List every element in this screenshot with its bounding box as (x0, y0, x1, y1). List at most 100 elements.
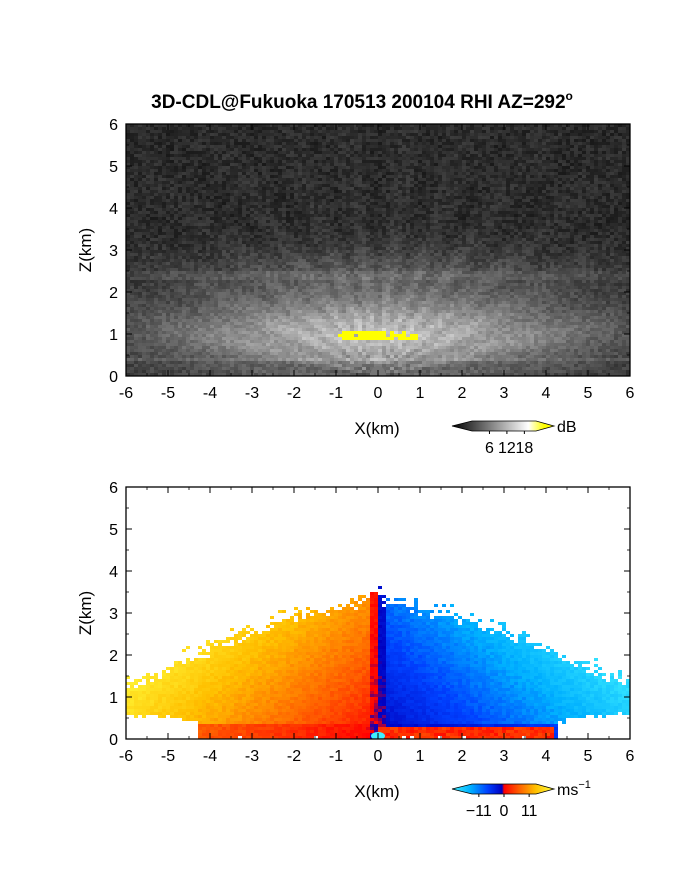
reflectivity-cell (418, 202, 422, 205)
reflectivity-cell (566, 229, 570, 232)
reflectivity-cell (350, 199, 354, 202)
reflectivity-cell (454, 196, 458, 199)
reflectivity-cell (266, 175, 270, 178)
reflectivity-cell (538, 205, 542, 208)
reflectivity-cell (522, 232, 526, 235)
reflectivity-cell (334, 223, 338, 226)
reflectivity-cell (526, 136, 530, 139)
reflectivity-cell (394, 214, 398, 217)
reflectivity-cell (154, 157, 158, 160)
reflectivity-cell (334, 208, 338, 211)
reflectivity-cell (426, 124, 430, 127)
reflectivity-cell (234, 208, 238, 211)
reflectivity-cell (398, 220, 402, 223)
reflectivity-cell (150, 127, 154, 130)
reflectivity-cell (494, 133, 498, 136)
reflectivity-cell (458, 235, 462, 238)
reflectivity-cell (510, 139, 514, 142)
reflectivity-cell (342, 172, 346, 175)
reflectivity-cell (470, 187, 474, 190)
reflectivity-cell (386, 232, 390, 235)
reflectivity-cell (322, 166, 326, 169)
reflectivity-cell (242, 205, 246, 208)
reflectivity-cell (578, 133, 582, 136)
reflectivity-cell (138, 190, 142, 193)
reflectivity-cell (382, 169, 386, 172)
reflectivity-cell (314, 196, 318, 199)
reflectivity-cell (530, 211, 534, 214)
reflectivity-cell (370, 208, 374, 211)
reflectivity-cell (482, 133, 486, 136)
reflectivity-cell (618, 217, 622, 220)
reflectivity-cell (298, 136, 302, 139)
reflectivity-cell (566, 220, 570, 223)
reflectivity-cell (438, 172, 442, 175)
reflectivity-cell (582, 184, 586, 187)
reflectivity-cell (238, 172, 242, 175)
reflectivity-cell (154, 208, 158, 211)
reflectivity-cell (130, 199, 134, 202)
reflectivity-cell (374, 157, 378, 160)
reflectivity-cell (390, 133, 394, 136)
reflectivity-cell (610, 211, 614, 214)
reflectivity-cell (486, 124, 490, 127)
reflectivity-cell (510, 208, 514, 211)
reflectivity-cell (126, 211, 130, 214)
reflectivity-cell (262, 190, 266, 193)
reflectivity-cell (406, 133, 410, 136)
reflectivity-cell (154, 124, 158, 127)
reflectivity-cell (142, 199, 146, 202)
reflectivity-cell (438, 160, 442, 163)
reflectivity-cell (146, 238, 150, 241)
reflectivity-cell (162, 130, 166, 133)
reflectivity-cell (286, 199, 290, 202)
reflectivity-cell (294, 154, 298, 157)
reflectivity-cell (430, 217, 434, 220)
reflectivity-cell (274, 214, 278, 217)
reflectivity-cell (542, 199, 546, 202)
reflectivity-cell (514, 175, 518, 178)
reflectivity-cell (626, 214, 630, 217)
reflectivity-cell (434, 226, 438, 229)
reflectivity-cell (226, 187, 230, 190)
reflectivity-cell (226, 220, 230, 223)
reflectivity-cell (602, 124, 606, 127)
reflectivity-cell (362, 223, 366, 226)
reflectivity-cell (374, 178, 378, 181)
reflectivity-cell (270, 199, 274, 202)
reflectivity-cell (210, 223, 214, 226)
reflectivity-cell (470, 154, 474, 157)
reflectivity-cell (190, 193, 194, 196)
reflectivity-cell (582, 127, 586, 130)
reflectivity-cell (354, 136, 358, 139)
reflectivity-cell (310, 127, 314, 130)
reflectivity-cell (418, 214, 422, 217)
reflectivity-cell (182, 124, 186, 127)
reflectivity-cell (214, 181, 218, 184)
reflectivity-cell (154, 184, 158, 187)
reflectivity-cell (406, 187, 410, 190)
reflectivity-cell (222, 196, 226, 199)
reflectivity-cell (458, 229, 462, 232)
reflectivity-cell (354, 169, 358, 172)
reflectivity-cell (566, 130, 570, 133)
reflectivity-cell (626, 235, 630, 238)
reflectivity-cell (226, 151, 230, 154)
reflectivity-cell (506, 154, 510, 157)
reflectivity-cell (458, 166, 462, 169)
reflectivity-cell (174, 172, 178, 175)
reflectivity-cell (514, 220, 518, 223)
reflectivity-cell (266, 160, 270, 163)
reflectivity-cell (582, 160, 586, 163)
reflectivity-cell (334, 229, 338, 232)
reflectivity-cell (246, 157, 250, 160)
reflectivity-cell (478, 229, 482, 232)
reflectivity-cell (570, 169, 574, 172)
reflectivity-cell (486, 235, 490, 238)
reflectivity-cell (314, 175, 318, 178)
reflectivity-cell (198, 226, 202, 229)
reflectivity-cell (478, 205, 482, 208)
reflectivity-cell (506, 202, 510, 205)
reflectivity-cell (626, 205, 630, 208)
reflectivity-cell (274, 196, 278, 199)
